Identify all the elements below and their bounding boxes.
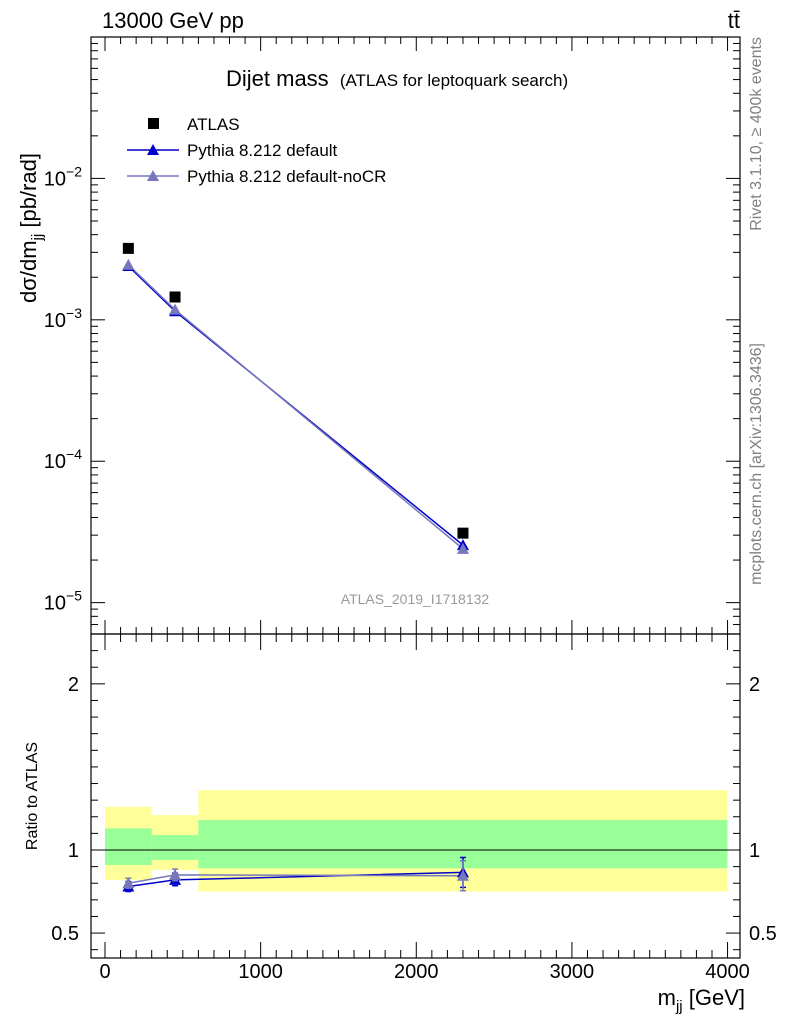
- x-axis-label-text: m: [658, 985, 676, 1010]
- ratio-y-tick-labels-left: 0.5 1 2: [51, 674, 79, 945]
- ratio-data-point: [122, 877, 135, 889]
- main-plot-ticks: [91, 36, 740, 635]
- x-tick-label: 0: [99, 961, 110, 983]
- ratio-series-markers: [122, 856, 469, 893]
- rivet-version-label: Rivet 3.1.10, ≥ 400k events: [748, 37, 765, 231]
- x-tick-label: 3000: [550, 961, 595, 983]
- legend-marker-atlas: [148, 118, 159, 129]
- legend-label-atlas: ATLAS: [187, 115, 240, 134]
- main-y-tick-labels: 10−2 10−3 10−4 10−5: [44, 163, 82, 614]
- legend: ATLAS Pythia 8.212 default Pythia 8.212 …: [127, 115, 386, 186]
- x-tick-label: 2000: [394, 961, 439, 983]
- main-series-lines: [127, 264, 464, 550]
- data-point-mc: [169, 303, 182, 315]
- ratio-y-tick-labels-right: 0.5 1 2: [749, 674, 777, 945]
- legend-label-default: Pythia 8.212 default: [187, 141, 338, 160]
- data-point-atlas: [122, 242, 134, 254]
- main-y-axis-label-unit: [pb/rad]: [16, 153, 41, 234]
- plot-title-main: Dijet mass: [226, 66, 329, 91]
- ratio-y-tick-label-right: 0.5: [749, 923, 777, 945]
- main-y-axis-label-text: dσ/dm: [16, 240, 41, 303]
- ratio-data-point: [169, 868, 182, 880]
- x-tick-labels: 0 1000 2000 3000 4000: [99, 961, 749, 983]
- x-tick-label: 4000: [705, 961, 750, 983]
- y-tick-label: 10−2: [44, 163, 82, 190]
- inner-uncertainty-band: [151, 835, 199, 860]
- main-series-markers: [122, 242, 469, 554]
- energy-label: 13000 GeV pp: [102, 8, 244, 33]
- mcplots-label: mcplots.cern.ch [arXiv:1306.3436]: [748, 343, 765, 585]
- ratio-y-axis-label: Ratio to ATLAS: [24, 742, 41, 850]
- y-tick-label: 10−4: [44, 446, 82, 473]
- data-point-atlas: [457, 527, 469, 539]
- main-y-axis-label-sub: jj: [29, 234, 46, 242]
- ratio-y-tick-label-right: 1: [749, 840, 760, 862]
- ratio-plot-frame: [90, 633, 741, 959]
- y-tick-label: 10−5: [44, 588, 82, 615]
- x-axis-label-unit: [GeV]: [683, 985, 745, 1010]
- x-tick-label: 1000: [238, 961, 283, 983]
- inner-uncertainty-band: [105, 828, 152, 865]
- ratio-y-tick-label: 0.5: [51, 923, 79, 945]
- series-line: [127, 264, 464, 550]
- plot-title: Dijet mass (ATLAS for leptoquark search): [226, 66, 568, 91]
- y-tick-label: 10−3: [44, 305, 82, 332]
- data-point-mc: [456, 542, 469, 554]
- ratio-plot-ticks: [91, 634, 740, 958]
- process-label: tt̄: [728, 8, 740, 33]
- x-axis-label: mjj [GeV]: [658, 985, 745, 1015]
- ratio-plot-panel: 0.5 1 2 0.5 1 2 0 1000 2000 3000 4000 Ratio to A…: [24, 633, 777, 1015]
- ratio-y-tick-label: 2: [68, 674, 79, 696]
- analysis-id-label: ATLAS_2019_I1718132: [341, 591, 490, 607]
- ratio-y-tick-label-right: 2: [749, 674, 760, 696]
- legend-marker-default: [147, 144, 159, 155]
- ratio-data-point: [456, 869, 469, 881]
- x-axis-label-sub: jj: [675, 998, 683, 1015]
- series-line: [127, 265, 464, 546]
- plot-subtitle: (ATLAS for leptoquark search): [340, 71, 568, 90]
- main-plot-panel: 10−2 10−3 10−4 10−5 Dijet mass (ATLAS for l…: [16, 36, 741, 635]
- legend-label-nocr: Pythia 8.212 default-noCR: [187, 167, 386, 186]
- main-y-axis-label: dσ/dmjj [pb/rad]: [16, 153, 46, 303]
- ratio-y-tick-label: 1: [68, 840, 79, 862]
- data-point-mc: [122, 258, 135, 270]
- legend-marker-nocr: [147, 170, 159, 181]
- data-point-atlas: [169, 291, 181, 303]
